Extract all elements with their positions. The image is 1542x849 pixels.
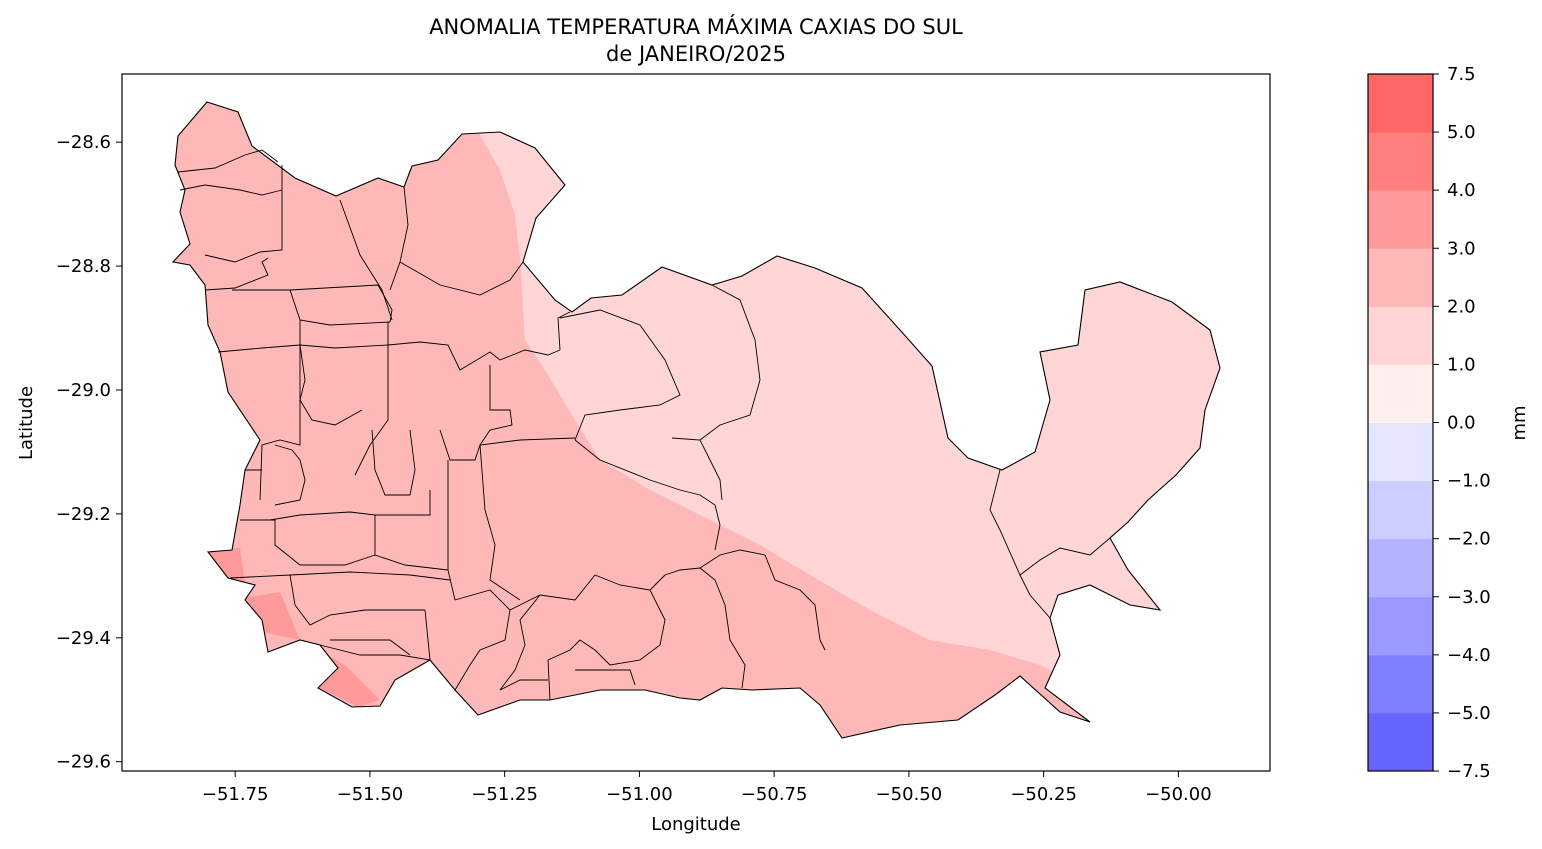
y-tick-label: −29.0 <box>56 380 111 401</box>
x-tick-label: −50.75 <box>741 784 808 805</box>
colorbar-bin <box>1368 190 1433 249</box>
colorbar-bin <box>1368 364 1433 423</box>
colorbar-tick-label: −3.0 <box>1447 587 1491 608</box>
colorbar-bin <box>1368 248 1433 307</box>
colorbar-bin <box>1368 538 1433 598</box>
colorbar-bin <box>1368 306 1433 365</box>
x-tick-label: −51.50 <box>337 784 404 805</box>
colorbar-bin <box>1368 74 1433 133</box>
y-tick-label: −28.6 <box>56 132 111 153</box>
colorbar-bin <box>1368 422 1433 482</box>
colorbar-bin <box>1368 596 1433 656</box>
colorbar-tick-label: 2.0 <box>1447 296 1476 317</box>
colorbar-tick-label: 7.5 <box>1447 64 1476 85</box>
municipal-boundaries <box>171 101 1221 739</box>
x-tick-label: −50.00 <box>1145 784 1212 805</box>
colorbar-bin <box>1368 132 1433 191</box>
x-axis-label: Longitude <box>651 814 741 835</box>
southwest-patch-2 <box>245 592 300 640</box>
x-tick-label: −50.50 <box>876 784 943 805</box>
x-tick-label: −51.00 <box>606 784 673 805</box>
colorbar-tick-label: 3.0 <box>1447 238 1476 259</box>
colorbar: −7.5 −5.0 −4.0 −3.0 −2.0 −1.0 0.0 1.0 2.0 3.0 4.0 5… <box>1367 64 1491 782</box>
y-axis: −28.6 −28.8 −29.0 −29.2 −29.4 −29.6 <box>56 132 122 773</box>
x-tick-label: −51.75 <box>202 784 269 805</box>
colorbar-bin <box>1368 712 1433 772</box>
colorbar-tick-label: −7.5 <box>1447 761 1491 782</box>
y-tick-label: −29.4 <box>56 628 111 649</box>
western-zone-fill <box>173 102 1100 738</box>
colorbar-tick-label: 5.0 <box>1447 122 1476 143</box>
x-axis: −51.75 −51.50 −51.25 −51.00 −50.75 −50.50 −50.… <box>202 771 1212 805</box>
y-tick-label: −29.6 <box>56 752 111 773</box>
colorbar-bin <box>1368 480 1433 540</box>
y-axis-label: Latitude <box>16 386 37 460</box>
colorbar-bin <box>1368 654 1433 714</box>
chart-title-line1: ANOMALIA TEMPERATURA MÁXIMA CAXIAS DO SU… <box>429 14 963 39</box>
colorbar-label: mm <box>1509 405 1530 440</box>
chart-title-line2: de JANEIRO/2025 <box>606 42 786 66</box>
y-tick-label: −28.8 <box>56 256 111 277</box>
map-axes-frame <box>121 73 1271 772</box>
colorbar-tick-label: 1.0 <box>1447 354 1476 375</box>
x-tick-label: −50.25 <box>1010 784 1077 805</box>
colorbar-tick-label: 4.0 <box>1447 180 1476 201</box>
colorbar-tick-label: −1.0 <box>1447 471 1491 492</box>
y-tick-label: −29.2 <box>56 504 111 525</box>
x-tick-label: −51.25 <box>471 784 538 805</box>
colorbar-tick-label: −5.0 <box>1447 703 1491 724</box>
colorbar-tick-label: 0.0 <box>1447 413 1476 434</box>
colorbar-tick-label: −4.0 <box>1447 645 1491 666</box>
southwest-patch-1 <box>205 548 245 586</box>
colorbar-tick-label: −2.0 <box>1447 529 1491 550</box>
